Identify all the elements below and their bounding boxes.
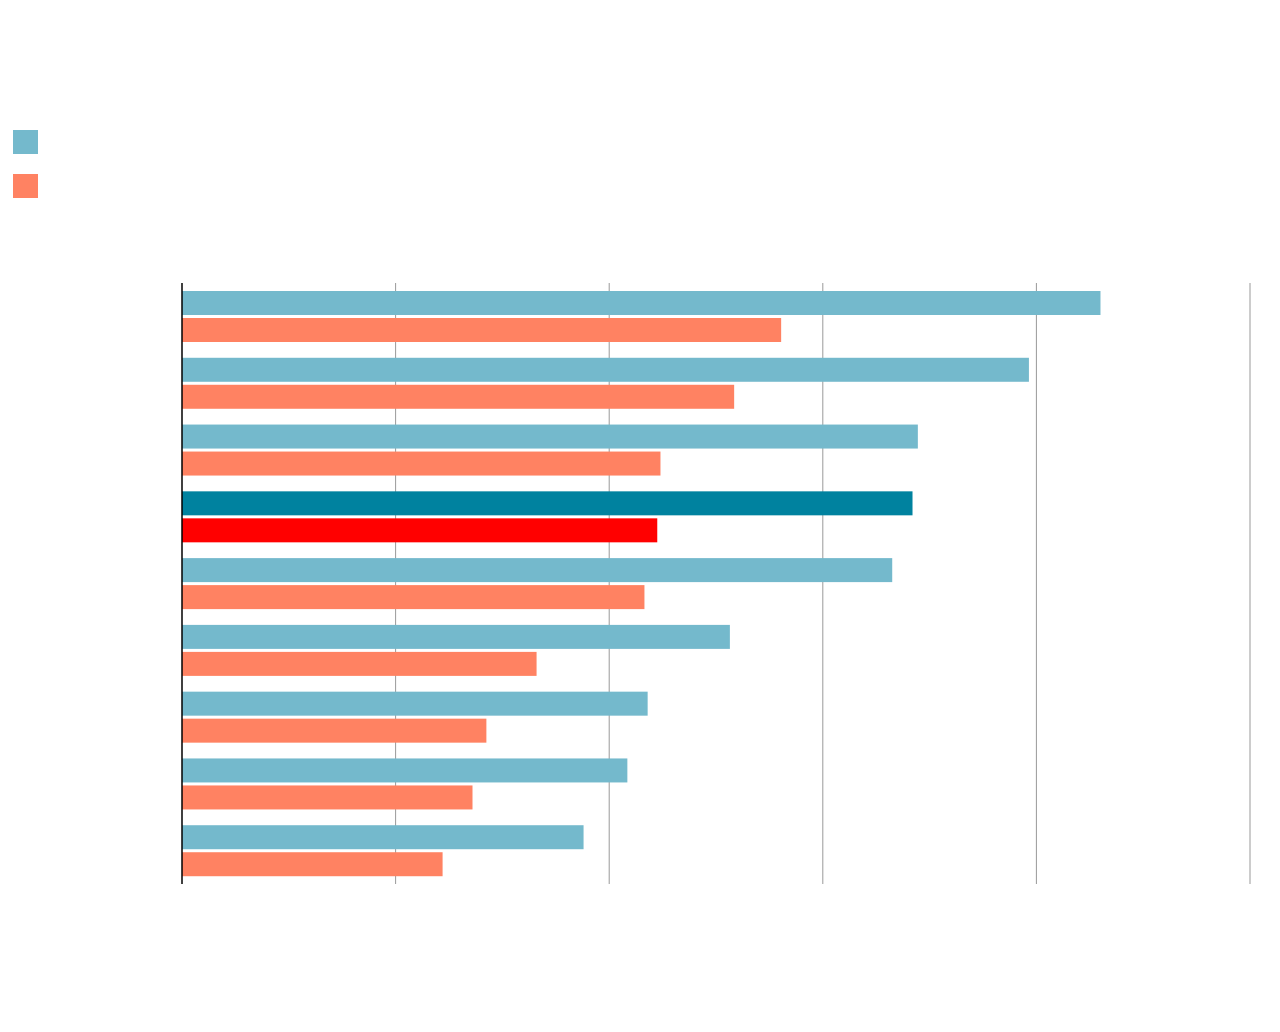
bar	[182, 585, 645, 610]
legend-swatch	[13, 174, 38, 198]
bar	[182, 651, 537, 676]
bar	[182, 852, 443, 877]
bar	[182, 785, 473, 810]
bar	[182, 357, 1029, 382]
bar	[182, 384, 735, 409]
bar	[182, 451, 661, 476]
bar	[182, 491, 913, 516]
bar	[182, 624, 730, 649]
bar	[182, 758, 628, 783]
bar	[182, 718, 487, 743]
bar	[182, 291, 1101, 315]
legend-swatch	[13, 130, 38, 154]
bar	[182, 558, 893, 583]
bar	[182, 691, 648, 716]
bar	[182, 825, 584, 850]
bar	[182, 424, 918, 449]
bar	[182, 318, 782, 342]
bar	[182, 518, 658, 543]
